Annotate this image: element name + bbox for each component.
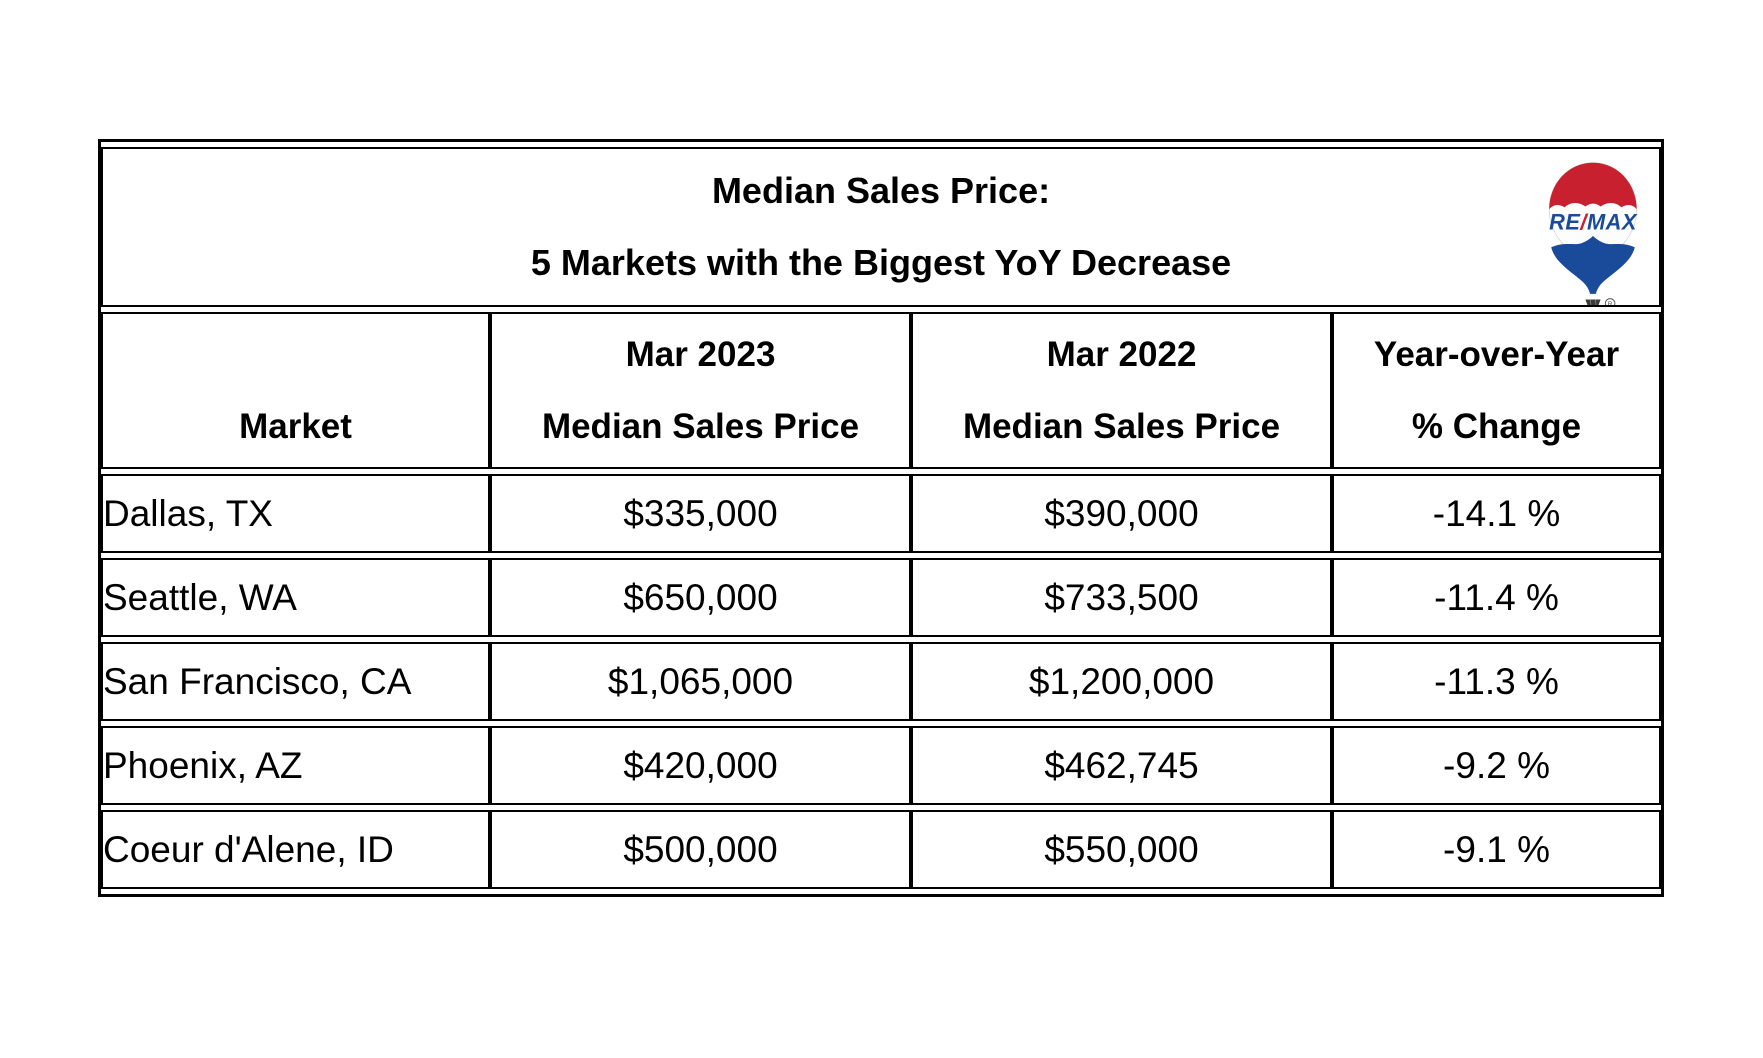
table-title: Median Sales Price: 5 Markets with the B… [103,149,1659,305]
cell-market: San Francisco, CA [101,642,490,721]
cell-market: Coeur d'Alene, ID [101,810,490,889]
wordmark-slash: / [1579,209,1588,234]
cell-yoy: -11.4 % [1332,558,1662,637]
balloon-svg: RE/MAX R [1548,162,1638,307]
header-cell-market: Market [101,312,490,469]
header-cell-mar2022: Mar 2022 Median Sales Price [911,312,1332,469]
cell-market: Phoenix, AZ [101,726,490,805]
header-mar2023-line2: Median Sales Price [541,406,860,446]
header-yoy-line2: % Change [1411,406,1582,446]
cell-mar2023: $500,000 [490,810,911,889]
header-mar2022-line2: Median Sales Price [962,406,1281,446]
balloon-basket [1585,299,1601,305]
balloon-red-canopy [1549,162,1637,210]
cell-yoy: -9.1 % [1332,810,1662,889]
cell-market: Dallas, TX [101,474,490,553]
remax-balloon-logo-icon: RE/MAX R [1540,158,1646,307]
table-row-san-francisco: San Francisco, CA $1,065,000 $1,200,000 … [101,642,1662,721]
cell-mar2022: $1,200,000 [911,642,1332,721]
title-cell: Median Sales Price: 5 Markets with the B… [101,147,1662,307]
cell-yoy: -11.3 % [1332,642,1662,721]
cell-mar2023: $335,000 [490,474,911,553]
header-mar2022-line1: Mar 2022 [1046,334,1197,374]
table-row-coeur-dalene: Coeur d'Alene, ID $500,000 $550,000 -9.1… [101,810,1662,889]
remax-wordmark: RE/MAX [1549,209,1638,234]
balloon-blue-bottom [1551,235,1635,294]
header-market-line2: Market [239,406,352,446]
title-line-1: Median Sales Price: [711,170,1051,211]
cell-mar2022: $733,500 [911,558,1332,637]
basket-weave-lines [1589,299,1597,305]
header-mar2023-line1: Mar 2023 [625,334,776,374]
registered-mark-circle [1604,298,1616,305]
header-cell-mar2023: Mar 2023 Median Sales Price [490,312,911,469]
table-row-dallas: Dallas, TX $335,000 $390,000 -14.1 % [101,474,1662,553]
cell-mar2022: $462,745 [911,726,1332,805]
cell-mar2023: $1,065,000 [490,642,911,721]
header-row: Market Mar 2023 Median Sales Price Mar 2… [101,312,1662,469]
cell-yoy: -14.1 % [1332,474,1662,553]
median-sales-price-table: Median Sales Price: 5 Markets with the B… [98,139,1665,897]
registered-mark-r: R [1608,301,1613,307]
cell-mar2023: $650,000 [490,558,911,637]
title-row: Median Sales Price: 5 Markets with the B… [101,147,1662,307]
cell-market: Seattle, WA [101,558,490,637]
cell-mar2022: $550,000 [911,810,1332,889]
title-line-2: 5 Markets with the Biggest YoY Decrease [530,242,1232,283]
cell-mar2023: $420,000 [490,726,911,805]
wordmark-max: MAX [1587,209,1638,234]
cell-mar2022: $390,000 [911,474,1332,553]
header-cell-yoy: Year-over-Year % Change [1332,312,1662,469]
header-yoy-line1: Year-over-Year [1373,334,1620,374]
table-row-seattle: Seattle, WA $650,000 $733,500 -11.4 % [101,558,1662,637]
table-row-phoenix: Phoenix, AZ $420,000 $462,745 -9.2 % [101,726,1662,805]
cell-yoy: -9.2 % [1332,726,1662,805]
wordmark-re: RE [1549,209,1581,234]
